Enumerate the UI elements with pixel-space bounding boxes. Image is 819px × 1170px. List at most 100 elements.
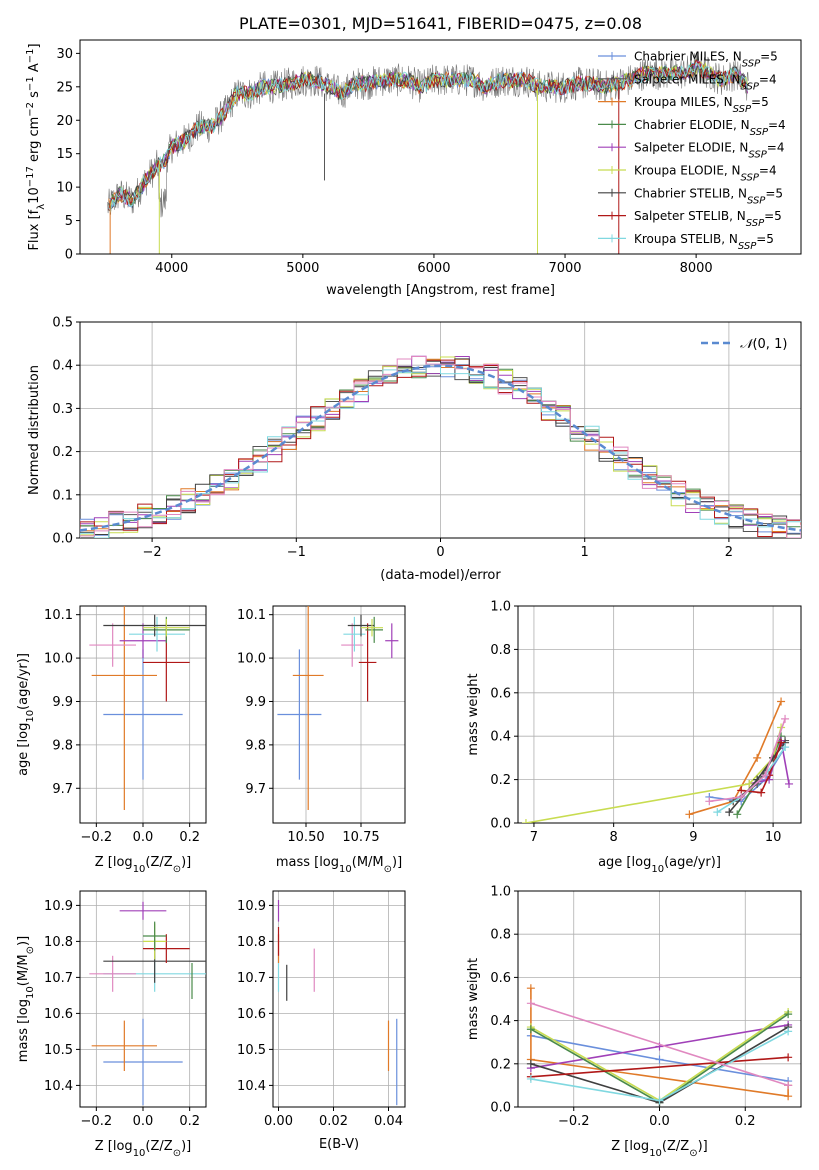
- error-bar-point: [143, 934, 190, 963]
- chart-title: PLATE=0301, MJD=51641, FIBERID=0475, z=0…: [239, 14, 642, 33]
- age-vs-metallicity-panel: −0.2 0.0 0.2 9.7 9.8 9.9 10.0 10.1 Z [log10(Z/Z⊙…: [16, 605, 207, 875]
- y-tick-label: 10.5: [44, 1043, 73, 1058]
- x-tick-label: 0.0: [649, 1114, 670, 1129]
- weight-marker: [785, 779, 794, 788]
- x-tick-label: 5000: [286, 261, 319, 276]
- y-tick-label: 25: [56, 80, 73, 95]
- y-axis-label: mass weight: [466, 958, 481, 1040]
- y-axis-label: mass weight: [466, 673, 481, 755]
- legend-entry: 𝒩(0, 1): [740, 337, 787, 352]
- residual-histogram-panel: −2 −1 0 1 2 0.0 0.1 0.2 0.3 0.4 0.5 (data-model)/er…: [27, 316, 802, 583]
- x-axis-label: Z [log10(Z/Z⊙)]: [95, 1139, 191, 1159]
- error-bar-point: [143, 921, 167, 951]
- weight-marker: [745, 779, 754, 788]
- legend-entry: Chabrier STELIB, NSSP=5: [634, 186, 783, 206]
- y-tick-label: 10.4: [237, 1079, 266, 1094]
- weight-marker: [781, 714, 790, 723]
- y-tick-label: 0.2: [490, 773, 511, 788]
- x-tick-label: 1: [581, 545, 589, 560]
- axes-frame: [517, 890, 802, 1108]
- spectrum-lines: [107, 52, 749, 254]
- grid-lines: [273, 891, 405, 1107]
- spectrum-panel: 4000 5000 6000 7000 8000 0 5 10 15 20 25 30 PLATE=03…: [25, 14, 802, 298]
- x-axis-label: E(B-V): [319, 1137, 359, 1152]
- y-tick-label: 1.0: [490, 885, 511, 900]
- y-axis-label: age [log10(age/yr)]: [16, 653, 36, 776]
- x-tick-label: 0.2: [179, 1114, 200, 1129]
- error-bars: [277, 900, 398, 1106]
- weight-marker: [781, 743, 790, 752]
- y-tick-label: 10.4: [44, 1079, 73, 1094]
- error-bar-point: [341, 623, 364, 667]
- y-tick-label: 0.6: [490, 686, 511, 701]
- axes-frame: [272, 890, 406, 1108]
- weight-vs-age-panel: 7 8 9 10 0.0 0.2 0.4 0.6 0.8 1.0 age [log10(age/yr…: [466, 600, 802, 875]
- weight-marker: [784, 1092, 793, 1101]
- x-axis-label: wavelength [Angstrom, rest frame]: [326, 283, 555, 298]
- y-tick-label: 0.6: [490, 971, 511, 986]
- x-tick-label: 0.2: [735, 1114, 756, 1129]
- error-bar-point: [129, 616, 185, 652]
- x-tick-label: 2: [725, 545, 733, 560]
- legend-entry: Salpeter ELODIE, NSSP=4: [634, 141, 784, 161]
- y-tick-label: 10.0: [44, 652, 73, 667]
- legend-entry: Salpeter STELIB, NSSP=5: [634, 209, 782, 229]
- y-tick-label: 0.2: [490, 1057, 511, 1072]
- weight-marker: [753, 753, 762, 762]
- weight-marker: [526, 1059, 535, 1068]
- weight-marker: [725, 808, 734, 817]
- error-bar-point: [347, 614, 375, 637]
- weight-marker: [526, 1074, 535, 1083]
- x-tick-label: 4000: [155, 261, 188, 276]
- x-axis-label: (data-model)/error: [380, 568, 501, 583]
- y-axis-label: Flux [fλ10−17 erg cm−2 s−1 A−1]: [25, 43, 47, 250]
- error-bar-point: [292, 606, 324, 810]
- y-tick-label: 5: [65, 214, 73, 229]
- grid-lines: [273, 606, 405, 823]
- weight-series-line: [709, 718, 786, 803]
- error-bar-point: [277, 649, 322, 780]
- x-tick-label: 6000: [417, 261, 450, 276]
- y-tick-label: 15: [56, 147, 73, 162]
- mass-vs-metallicity-panel: −0.2 0.0 0.2 10.4 10.5 10.6 10.7 10.8 10.9 Z [log…: [16, 890, 207, 1159]
- x-tick-label: −1: [287, 545, 306, 560]
- axes-frame: [79, 890, 207, 1108]
- weight-series-line: [530, 1002, 789, 1087]
- y-tick-label: 0.2: [52, 445, 73, 460]
- error-bar-point: [119, 901, 167, 920]
- model-spectrum-line: [108, 59, 748, 211]
- y-tick-label: 10.9: [44, 899, 73, 914]
- legend-entry: Kroupa MILES, NSSP=5: [634, 95, 769, 115]
- x-tick-label: 0.02: [319, 1114, 348, 1129]
- y-tick-label: 1.0: [490, 600, 511, 615]
- x-tick-label: 10.75: [342, 830, 379, 845]
- y-tick-label: 20: [56, 114, 73, 129]
- weight-marker: [526, 984, 535, 993]
- histogram-step: [80, 356, 801, 538]
- error-bar-point: [143, 619, 190, 637]
- y-tick-label: 9.9: [52, 695, 73, 710]
- x-tick-label: −0.2: [558, 1114, 590, 1129]
- weight-lines: [526, 984, 793, 1107]
- weight-marker: [526, 999, 535, 1008]
- error-bars: [89, 901, 206, 1106]
- y-tick-label: 0.3: [52, 402, 73, 417]
- normal-curve-line: [80, 364, 801, 532]
- x-tick-label: 7000: [548, 261, 581, 276]
- weight-marker: [685, 810, 694, 819]
- error-bars: [277, 606, 399, 810]
- x-tick-label: 10.50: [287, 830, 324, 845]
- weight-series-line: [741, 742, 782, 794]
- y-tick-label: 9.9: [245, 695, 266, 710]
- y-tick-label: 10: [56, 181, 73, 196]
- y-tick-label: 30: [56, 47, 73, 62]
- error-bar-point: [119, 623, 167, 659]
- weight-marker: [757, 788, 766, 797]
- y-tick-label: 10.8: [237, 935, 266, 950]
- axes-frame: [272, 605, 406, 824]
- y-tick-label: 0.1: [52, 488, 73, 503]
- weight-series-line: [689, 701, 782, 816]
- y-tick-label: 0: [65, 248, 73, 263]
